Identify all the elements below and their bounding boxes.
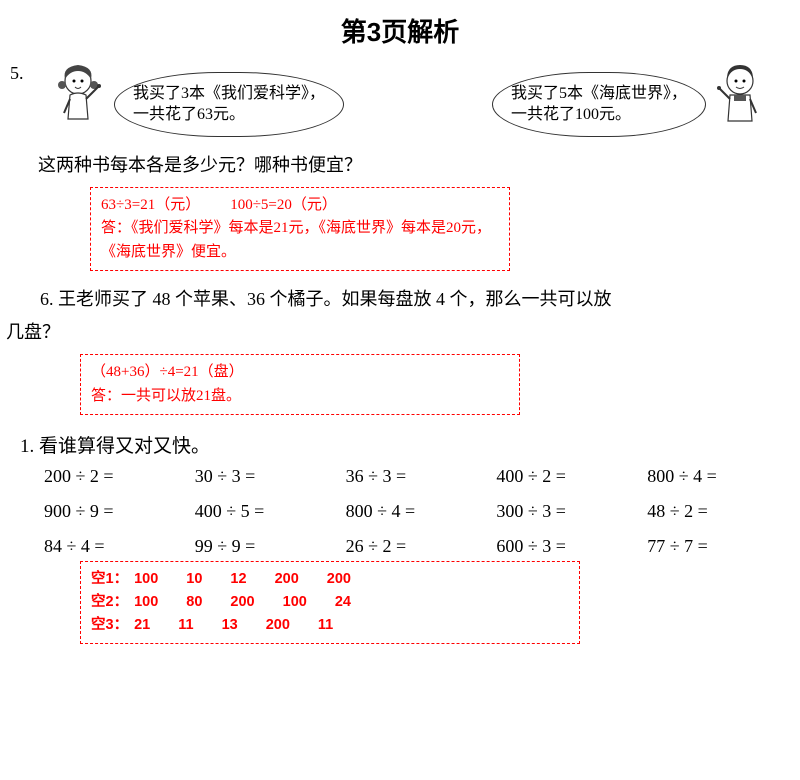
q1-cell: 300 ÷ 3 = (496, 501, 639, 522)
q1-cell: 400 ÷ 5 = (195, 501, 338, 522)
q1-cell: 200 ÷ 2 = (44, 466, 187, 487)
q1-answer-box: 空1： 100 10 12 200 200 空2： 100 80 200 100 2… (80, 561, 580, 645)
q1-cell: 84 ÷ 4 = (44, 536, 187, 557)
q1-cell: 48 ÷ 2 = (647, 501, 790, 522)
q5-bubbles-row: 我买了3本《我们爱科学》， 一共花了63元。 (10, 57, 790, 137)
q5-number: 5. (10, 63, 24, 84)
page-title: 第3页解析 (0, 0, 800, 57)
q5-answer-calc: 63÷3=21（元） 100÷5=20（元） (101, 194, 499, 217)
ans-val: 200 (266, 614, 290, 637)
q5-question-text: 这两种书每本各是多少元？哪种书便宜？ (10, 137, 790, 183)
question-1: 1. 看谁算得又对又快。 200 ÷ 2 = 30 ÷ 3 = 36 ÷ 3 =… (0, 421, 800, 655)
ans-val: 100 (134, 594, 158, 610)
q1-ans-row3: 空3： 21 11 13 200 11 (91, 614, 569, 637)
bubble-right-line2: 一共花了100元。 (511, 106, 631, 123)
q5-answer-box: 63÷3=21（元） 100÷5=20（元） 答：《我们爱科学》每本是21元，《… (90, 187, 510, 271)
q5-left-group: 我买了3本《我们爱科学》， 一共花了63元。 (50, 57, 344, 137)
q6-answer-box: （48+36）÷4=21（盘） 答：一共可以放21盘。 (80, 354, 520, 415)
ans-val: 12 (230, 568, 246, 591)
boy-illustration (710, 57, 770, 137)
q1-cell: 900 ÷ 9 = (44, 501, 187, 522)
ans-val: 13 (222, 614, 238, 637)
ans-val: 100 (283, 591, 307, 614)
ans-val: 11 (318, 614, 333, 637)
q1-cell: 600 ÷ 3 = (496, 536, 639, 557)
ans-row3-label: 空3： (91, 617, 128, 633)
q5-bubble-right: 我买了5本《海底世界》， 一共花了100元。 (492, 72, 706, 137)
q1-cell: 26 ÷ 2 = (346, 536, 489, 557)
q1-title: 1. 看谁算得又对又快。 (20, 431, 790, 466)
q1-grid: 200 ÷ 2 = 30 ÷ 3 = 36 ÷ 3 = 400 ÷ 2 = 80… (20, 466, 790, 557)
bubble-right-line1: 我买了5本《海底世界》， (511, 85, 687, 102)
question-5: 5. 我买了3本《我们爱科学》， (0, 57, 800, 271)
girl-illustration (50, 57, 110, 137)
q6-text-line2: 几盘？ (0, 318, 800, 351)
q6-text: 6. 王老师买了 48 个苹果、36 个橘子。如果每盘放 4 个，那么一共可以放 (40, 289, 612, 309)
q5-bubble-left: 我买了3本《我们爱科学》， 一共花了63元。 (114, 72, 344, 137)
question-6: 6. 王老师买了 48 个苹果、36 个橘子。如果每盘放 4 个，那么一共可以放 (0, 277, 800, 318)
q1-cell: 30 ÷ 3 = (195, 466, 338, 487)
q6-answer-text: 答：一共可以放21盘。 (91, 385, 509, 408)
ans-val: 80 (186, 591, 202, 614)
ans-val: 24 (335, 591, 351, 614)
q1-cell: 800 ÷ 4 = (647, 466, 790, 487)
q5-answer-text: 答：《我们爱科学》每本是21元，《海底世界》每本是20元，《海底世界》便宜。 (101, 217, 499, 264)
q1-cell: 36 ÷ 3 = (346, 466, 489, 487)
ans-val: 200 (327, 568, 351, 591)
q1-cell: 800 ÷ 4 = (346, 501, 489, 522)
q5-right-group: 我买了5本《海底世界》， 一共花了100元。 (492, 57, 770, 137)
ans-row2-label: 空2： (91, 594, 128, 610)
q1-cell: 99 ÷ 9 = (195, 536, 338, 557)
q1-ans-row1: 空1： 100 10 12 200 200 (91, 568, 569, 591)
q1-ans-row2: 空2： 100 80 200 100 24 (91, 591, 569, 614)
q1-cell: 400 ÷ 2 = (496, 466, 639, 487)
q1-cell: 77 ÷ 7 = (647, 536, 790, 557)
ans-val: 200 (230, 591, 254, 614)
ans-val: 200 (275, 568, 299, 591)
ans-val: 100 (134, 571, 158, 587)
ans-val: 11 (178, 614, 193, 637)
q6-answer-calc: （48+36）÷4=21（盘） (91, 361, 509, 384)
ans-val: 21 (134, 617, 150, 633)
ans-val: 10 (186, 568, 202, 591)
ans-row1-label: 空1： (91, 571, 128, 587)
bubble-left-line2: 一共花了63元。 (133, 106, 245, 123)
bubble-left-line1: 我买了3本《我们爱科学》， (133, 85, 325, 102)
